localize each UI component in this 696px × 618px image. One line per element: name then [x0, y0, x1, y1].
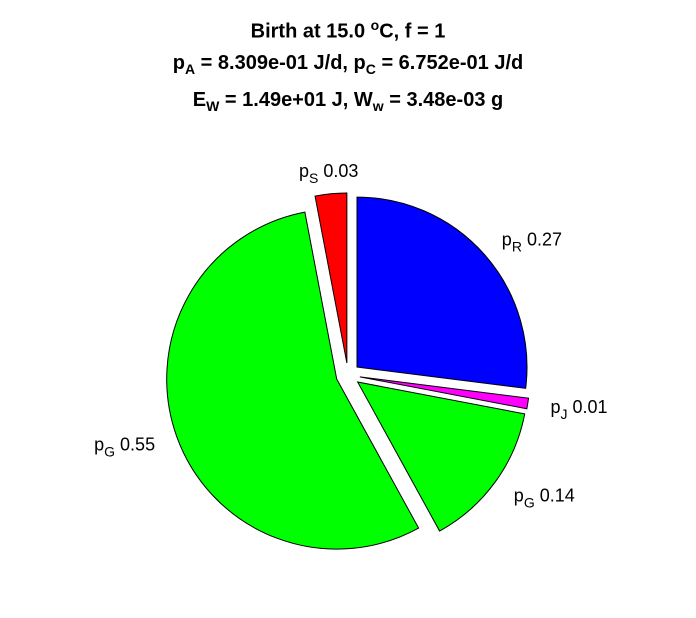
pie-slice-pG-2 [356, 381, 526, 532]
title-pc-sub: C [365, 60, 376, 77]
title-line-2: pA = 8.309e-01 J/d, pC = 6.752e-01 J/d [0, 48, 696, 85]
title-ww-value: = 3.48e-03 g [383, 88, 504, 111]
title-ew-sub: W [206, 97, 220, 114]
title-ew-value: = 1.49e+01 J, [219, 88, 354, 111]
title-pc-symbol: p [353, 51, 366, 74]
slice-label-pJ-1: pJ 0.01 [551, 397, 608, 422]
title-pc-value: = 6.752e-01 J/d [375, 51, 524, 74]
title-line-3: EW = 1.49e+01 J, Ww = 3.48e-03 g [0, 85, 696, 122]
title-ew-symbol: E [192, 88, 207, 111]
title-pa-symbol: p [172, 51, 185, 74]
title-f-text: C, f = 1 [379, 20, 446, 43]
title-ww-symbol: W [353, 88, 373, 111]
slice-label-pS-4: pS 0.03 [299, 161, 358, 186]
title-degree-sup: o [370, 17, 380, 33]
title-pa-sub: A [184, 60, 196, 77]
slice-label-pG-3: pG 0.55 [94, 434, 155, 459]
slice-label-pG-2: pG 0.14 [514, 486, 575, 511]
title-pa-value: = 8.309e-01 J/d, [195, 51, 354, 74]
pie-slice-pR-0 [356, 196, 528, 389]
pie-slice-pS-4 [314, 192, 348, 364]
pie-slice-pJ-1 [359, 376, 530, 410]
chart-title: Birth at 15.0 oC, f = 1 pA = 8.309e-01 J… [0, 10, 696, 122]
title-ww-sub: w [372, 97, 384, 114]
pie-slice-pG-3 [166, 211, 420, 550]
slice-label-pR-0: pR 0.27 [502, 229, 562, 254]
title-line-1: Birth at 15.0 oC, f = 1 [0, 10, 696, 48]
title-birth-text: Birth at 15.0 [250, 20, 371, 43]
